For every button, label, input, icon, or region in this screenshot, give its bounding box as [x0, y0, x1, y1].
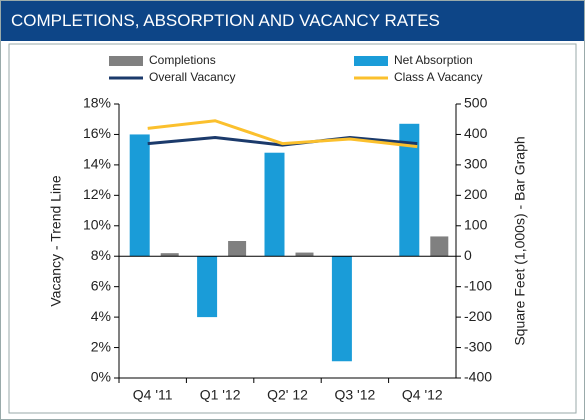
y-tick-label: 16% — [83, 125, 111, 141]
y2-tick-label: 500 — [464, 95, 488, 111]
legend-label: Completions — [149, 53, 216, 67]
bar — [399, 123, 420, 257]
legend-label: Net Absorption — [394, 53, 473, 67]
y2-tick-label: -100 — [464, 277, 492, 293]
bar — [129, 134, 150, 257]
x-tick-label: Q3 '12 — [334, 387, 375, 403]
bar — [264, 152, 285, 257]
y-tick-label: 0% — [91, 369, 111, 385]
bar — [331, 256, 352, 362]
y-tick-label: 2% — [91, 338, 111, 354]
x-tick-label: Q1 '12 — [200, 387, 241, 403]
x-tick-label: Q4 '11 — [133, 387, 173, 403]
y-tick-label: 18% — [83, 95, 111, 111]
y2-tick-label: -300 — [464, 338, 492, 354]
line — [147, 119, 418, 149]
panel-border — [8, 43, 577, 414]
y2-tick-label: -200 — [464, 308, 492, 324]
y2-axis-label: Square Feet (1,000s) - Bar Graph — [512, 136, 528, 345]
bar — [197, 256, 218, 318]
y-tick-label: 12% — [83, 186, 111, 202]
y-tick-label: 4% — [91, 308, 111, 324]
y2-tick-label: 100 — [464, 216, 488, 232]
y-tick-label: 14% — [83, 156, 111, 172]
legend-label: Overall Vacancy — [149, 70, 235, 84]
line — [147, 135, 418, 147]
chart-title: COMPLETIONS, ABSORPTION AND VACANCY RATE… — [1, 1, 584, 41]
bar — [430, 236, 449, 257]
y-tick-label: 10% — [83, 216, 111, 232]
y2-tick-label: 300 — [464, 156, 488, 172]
x-tick-label: Q2' 12 — [267, 387, 308, 403]
y-tick-label: 8% — [91, 247, 111, 263]
y2-tick-label: -400 — [464, 369, 492, 385]
x-tick-label: Q4 '12 — [402, 387, 443, 403]
legend-swatch — [354, 56, 388, 66]
y2-tick-label: 400 — [464, 125, 488, 141]
y2-tick-label: 200 — [464, 186, 488, 202]
bar — [295, 252, 314, 257]
legend-label: Class A Vacancy — [394, 70, 483, 84]
y2-tick-label: 0 — [464, 247, 472, 263]
bar — [228, 241, 247, 257]
y-axis-label: Vacancy - Trend Line — [48, 175, 64, 306]
legend-swatch — [109, 56, 143, 66]
bar — [160, 253, 179, 257]
y-tick-label: 6% — [91, 277, 111, 293]
